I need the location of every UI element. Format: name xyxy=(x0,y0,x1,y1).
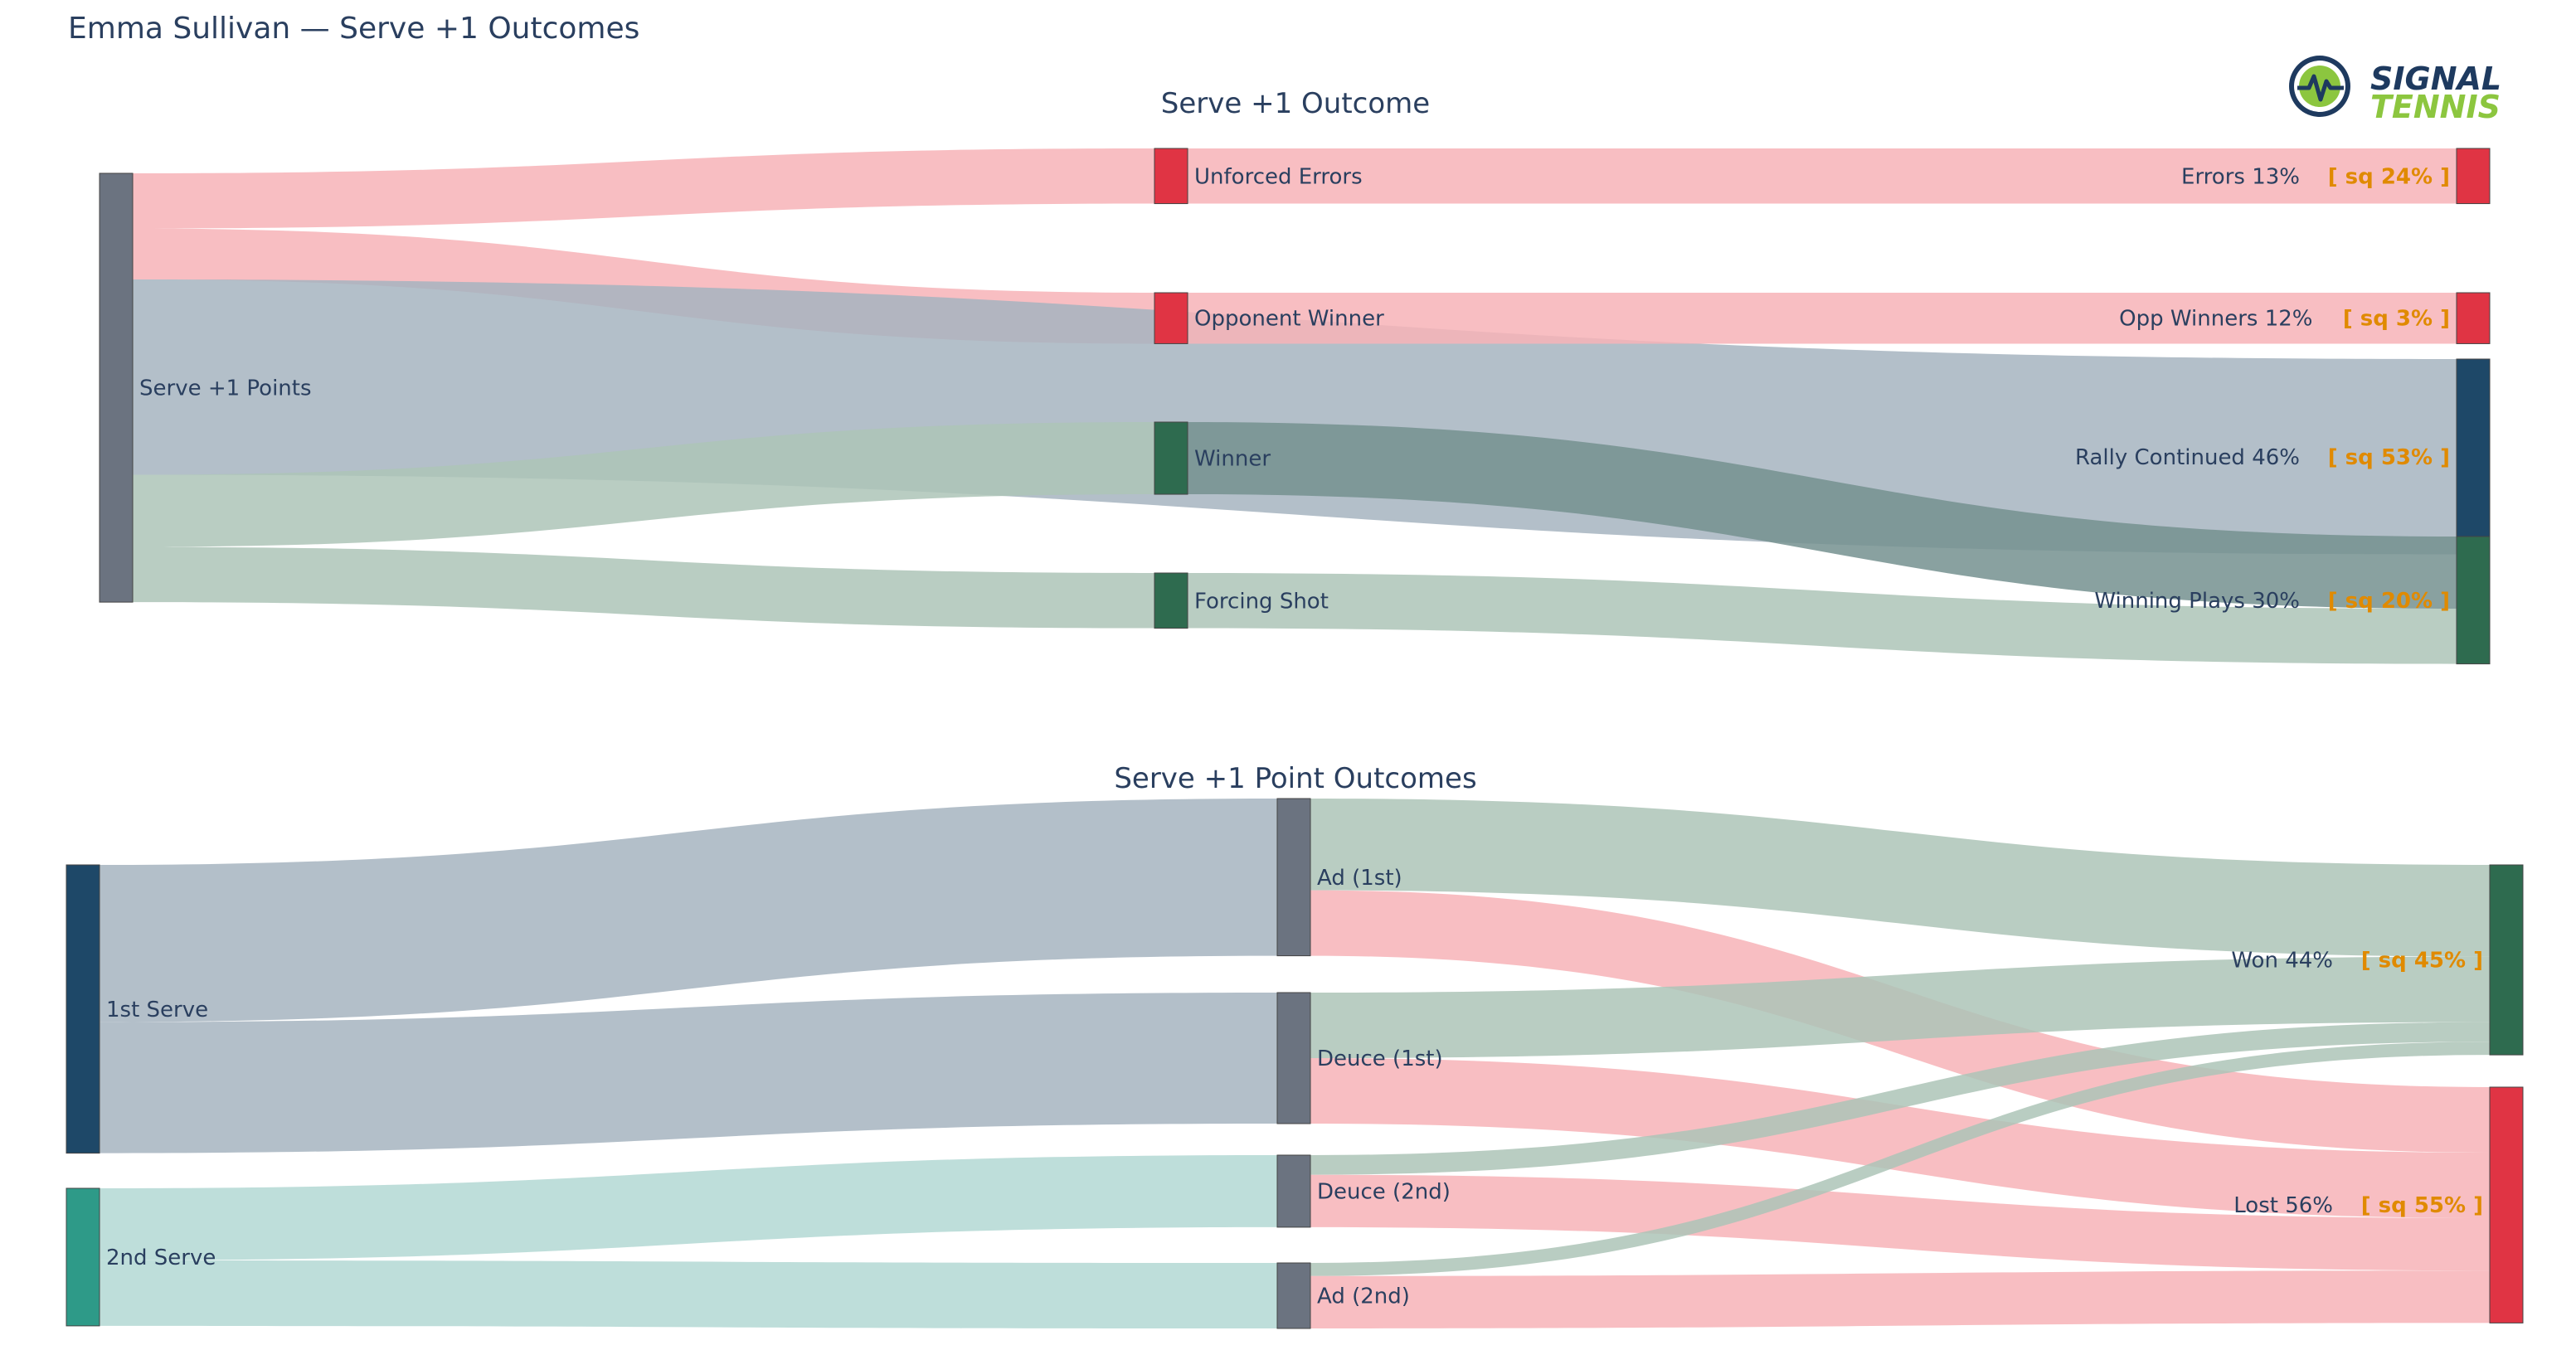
node-label: Winning Plays 30% xyxy=(2094,589,2300,614)
node-label: Deuce (1st) xyxy=(1317,1046,1443,1071)
link-d1-to-lost[interactable] xyxy=(1310,1058,2490,1218)
link-a2-to-won[interactable] xyxy=(1310,1042,2490,1276)
link-src-to-wi[interactable] xyxy=(133,422,1154,547)
node-won-44[interactable] xyxy=(2489,864,2524,1056)
link-wi-to-wp[interactable] xyxy=(1188,422,2457,609)
node-sq-label: [ sq 24% ] xyxy=(2328,164,2450,189)
node-sq-label: [ sq 3% ] xyxy=(2343,307,2450,332)
node-label: Lost 56% xyxy=(2233,1193,2333,1218)
node-label: 1st Serve xyxy=(106,998,208,1022)
link-a2-to-lost[interactable] xyxy=(1310,1270,2490,1328)
node-sq-label: [ sq 45% ] xyxy=(2361,949,2483,974)
node-ad-2nd[interactable] xyxy=(1276,1262,1311,1329)
node-label: Serve +1 Points xyxy=(139,376,312,401)
link-fs-to-wp[interactable] xyxy=(1188,573,2457,664)
node-lost-56[interactable] xyxy=(2489,1086,2524,1323)
node-forcing-shot[interactable] xyxy=(1154,572,1188,629)
node-2nd-serve[interactable] xyxy=(66,1187,100,1327)
node-unforced-errors[interactable] xyxy=(1154,148,1188,205)
node-sq-label: [ sq 53% ] xyxy=(2328,445,2450,470)
link-ow-to-op[interactable] xyxy=(1188,293,2457,344)
node-label: Winner xyxy=(1194,447,1271,472)
node-label: Deuce (2nd) xyxy=(1317,1179,1451,1204)
sankey-nodes xyxy=(99,148,2491,665)
node-label: Rally Continued 46% xyxy=(2075,445,2300,470)
node-opponent-winner[interactable] xyxy=(1154,292,1188,344)
link-src-to-rc[interactable] xyxy=(133,279,2457,555)
sankey-labels: Serve +1 Points Unforced Errors Opponent W… xyxy=(139,164,2450,614)
link-src-to-fs[interactable] xyxy=(133,546,1154,629)
logo-line-signal: SIGNAL xyxy=(2370,61,2501,97)
node-sq-label: [ sq 20% ] xyxy=(2328,589,2450,614)
signal-tennis-logo: SIGNAL TENNIS xyxy=(2289,56,2501,125)
link-s2-to-a2[interactable] xyxy=(100,1260,1277,1328)
sankey-serve-plus-one-point-outcomes: 1st Serve 2nd Serve Ad (1st) Deuce (1st) Deu… xyxy=(66,798,2524,1329)
link-s2-to-d2[interactable] xyxy=(100,1155,1277,1260)
link-s1-to-d1[interactable] xyxy=(100,993,1277,1153)
logo-line-tennis: TENNIS xyxy=(2370,89,2501,125)
sankey-links xyxy=(100,799,2490,1328)
link-d2-to-lost[interactable] xyxy=(1310,1174,2490,1271)
node-label: Unforced Errors xyxy=(1194,164,1363,189)
link-src-to-ue[interactable] xyxy=(133,148,1154,229)
node-ad-1st[interactable] xyxy=(1276,798,1311,957)
sankey-labels: 1st Serve 2nd Serve Ad (1st) Deuce (1st) Deu… xyxy=(106,866,2483,1309)
node-label: 2nd Serve xyxy=(106,1246,216,1270)
sankey-nodes xyxy=(66,798,2524,1329)
link-ue-to-er[interactable] xyxy=(1188,148,2457,204)
node-winner[interactable] xyxy=(1154,421,1188,495)
node-label: Ad (1st) xyxy=(1317,866,1402,891)
node-sq-label: [ sq 55% ] xyxy=(2361,1193,2483,1218)
node-deuce-1st[interactable] xyxy=(1276,992,1311,1124)
node-winning-plays-30[interactable] xyxy=(2456,536,2491,665)
node-label: Opponent Winner xyxy=(1194,307,1384,332)
node-label: Opp Winners 12% xyxy=(2119,307,2312,332)
sankey-serve-plus-one-outcome: Serve +1 Points Unforced Errors Opponent W… xyxy=(99,148,2491,665)
figure-title: Emma Sullivan — Serve +1 Outcomes xyxy=(68,12,639,46)
node-deuce-2nd[interactable] xyxy=(1276,1154,1311,1228)
node-serve-1-points[interactable] xyxy=(99,172,134,603)
node-1st-serve[interactable] xyxy=(66,864,100,1154)
sankey-links xyxy=(133,148,2457,664)
node-label: Forcing Shot xyxy=(1194,589,1329,614)
node-label: Won 44% xyxy=(2231,949,2333,974)
chart-1-title: Serve +1 Outcome xyxy=(1161,87,1430,120)
node-label: Errors 13% xyxy=(2181,164,2300,189)
link-d2-to-won[interactable] xyxy=(1310,1022,2490,1175)
link-d1-to-won[interactable] xyxy=(1310,956,2490,1058)
node-rally-continued-46[interactable] xyxy=(2456,358,2491,556)
link-a1-to-won[interactable] xyxy=(1310,799,2490,957)
tennis-ball-pulse-icon xyxy=(2289,56,2350,117)
node-label: Ad (2nd) xyxy=(1317,1284,1410,1309)
node-opp-winners-12[interactable] xyxy=(2456,292,2491,344)
chart-2-title: Serve +1 Point Outcomes xyxy=(1114,762,1476,795)
link-s1-to-a1[interactable] xyxy=(100,799,1277,1022)
node-errors-13[interactable] xyxy=(2456,148,2491,205)
